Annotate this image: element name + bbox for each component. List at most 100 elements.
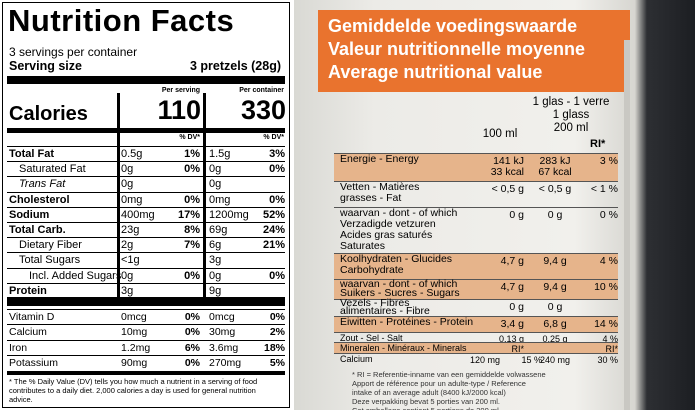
row-label: Verzadigde vetzuren (340, 218, 436, 230)
cell-value: 240 mg (539, 355, 571, 365)
amount: 0mg (209, 193, 231, 206)
daily-value: 0% (269, 163, 285, 176)
cell-value: 0,25 g (542, 334, 568, 344)
amount: 0.5g (121, 148, 143, 160)
footnote: * The % Daily Value (DV) tells you how m… (9, 377, 258, 404)
amount: 3g (209, 254, 222, 267)
daily-value: 17% (177, 208, 200, 221)
daily-value: 0% (269, 269, 285, 282)
cell-value: 10 % (594, 281, 618, 293)
row-label: Saturates (340, 240, 385, 252)
cell-value: 0 g (547, 301, 563, 313)
carton-photo: Gemiddelde voedingswaarde Valeur nutritio… (294, 0, 695, 410)
row-rule (334, 153, 618, 154)
row-label: Koolhydraten - Glucides (340, 253, 453, 265)
shaded-row (334, 253, 618, 279)
cell-value: 0,13 g (498, 334, 524, 344)
row-rule (7, 339, 285, 341)
amount: 0mg (121, 193, 143, 206)
cell-value: 14 % (594, 318, 618, 330)
cell-value: < 0,5 g (491, 183, 524, 195)
row-label: grasses - Fat (340, 192, 402, 204)
daily-value: 0% (269, 193, 285, 206)
cell-value: 30 % (597, 355, 618, 365)
shaded-row (334, 342, 618, 353)
amount: 0g (121, 178, 134, 191)
amount: 0mcg (209, 311, 235, 323)
daily-value: 2% (269, 326, 285, 339)
nutrient-name: Protein (9, 284, 47, 297)
cell-value: 120 mg (470, 355, 501, 365)
daily-value: 18% (263, 341, 285, 354)
row-label: Energie - Energy (340, 153, 419, 165)
row-label: Mineralen - Minéraux - Minerals (340, 343, 467, 353)
row-rule (334, 299, 618, 300)
servings: 3 servings per container (9, 45, 138, 59)
nutrient-name: Potassium (9, 357, 59, 370)
amount: 23g (121, 224, 140, 236)
nutrient-name: Saturated Fat (19, 163, 86, 176)
cell-value: 283 kJ (539, 155, 571, 167)
cell-value: RI* (511, 344, 524, 354)
row-label: Carbohydrate (340, 264, 404, 276)
row-rule (7, 282, 285, 284)
footnote-line: intake of an average adult (8400 kJ/2000… (352, 388, 506, 397)
row-rule (7, 324, 285, 326)
row-label: Calcium (340, 354, 373, 364)
cell-value: 4,7 g (500, 281, 524, 293)
nutrient-name: Sodium (9, 208, 50, 221)
daily-value: 0% (184, 357, 200, 370)
amount: <1g (121, 254, 140, 267)
row-rule (334, 332, 618, 333)
row-label: alimentaires - Fibre (340, 304, 430, 317)
column-header: 100 ml (482, 128, 518, 140)
col-divider (117, 93, 120, 301)
cell-value: 6,8 g (543, 318, 567, 330)
daily-value: 24% (262, 224, 285, 236)
serving-size-value: 3 pretzels (28g) (189, 59, 281, 73)
nutrient-name: Dietary Fiber (19, 239, 82, 252)
cell-value: 0 g (547, 209, 563, 221)
cell-value: 33 kcal (490, 166, 524, 178)
orange-header (318, 10, 630, 92)
nutrient-name: Total Sugars (19, 254, 81, 267)
row-label: waarvan - dont - of which (340, 278, 458, 290)
row-label: waarvan - dont - of which (340, 207, 458, 219)
cell-value: RI* (605, 344, 618, 354)
serving-size-label: Serving size (9, 59, 82, 73)
row-rule (7, 191, 285, 193)
daily-value: 21% (262, 239, 285, 252)
nutrient-name: Vitamin D (9, 311, 55, 323)
amount: 3.6mg (209, 341, 239, 354)
row-rule (7, 176, 285, 178)
cell-value: 4 % (602, 334, 618, 344)
header-line: Average nutritional value (328, 62, 543, 82)
shaded-row (334, 279, 618, 299)
row-rule (7, 161, 285, 163)
row-label: Zout - Sel - Salt (340, 333, 403, 343)
row-rule (334, 253, 618, 254)
daily-value: 5% (269, 357, 285, 370)
amount: 0mcg (121, 311, 147, 323)
amount: 6g (209, 239, 222, 252)
cell-value: 3 % (599, 155, 618, 167)
cell-value: < 1 % (590, 183, 618, 195)
cell-value: 15 % (521, 355, 542, 365)
thick-bar (7, 371, 285, 375)
row-label: Eiwitten - Protéines - Protein (340, 316, 474, 328)
daily-value: 52% (262, 208, 285, 221)
row-rule (7, 355, 285, 357)
amount: 270mg (209, 357, 242, 370)
amount: 1.5g (209, 148, 231, 160)
nutrient-name: Trans Fat (19, 178, 66, 191)
column-header: 1 glass (552, 109, 590, 121)
row-rule (7, 206, 285, 208)
cell-value: 67 kcal (538, 166, 572, 178)
row-label: Suikers - Sucres - Sugars (340, 287, 460, 299)
footnote-line: Deze verpakking bevat 5 porties van 200 … (352, 397, 500, 406)
cell-value: 4,7 g (500, 255, 524, 267)
daily-value: 0% (184, 326, 200, 339)
shaded-row (334, 316, 618, 332)
column-header: 1 glas - 1 verre (532, 96, 610, 108)
column-header: 200 ml (553, 122, 589, 134)
